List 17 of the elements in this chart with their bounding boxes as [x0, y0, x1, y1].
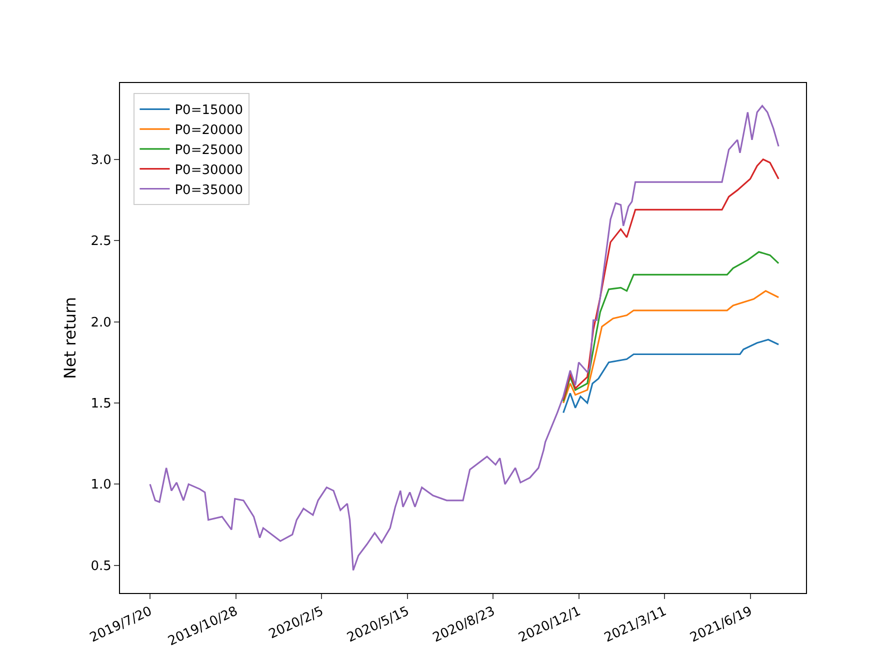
legend-label: P0=35000: [174, 182, 244, 198]
y-tick-label: 3.0: [90, 152, 112, 168]
legend-label: P0=20000: [174, 123, 244, 138]
y-axis-title: Net return: [60, 296, 80, 380]
legend-label: P0=15000: [174, 103, 244, 118]
line-series: [149, 104, 780, 572]
y-tick-label: 0.5: [90, 558, 112, 574]
y-tick-label: 2.0: [90, 315, 112, 330]
line-series: [562, 338, 780, 414]
y-tick-label: 2.5: [90, 234, 112, 250]
legend-label: P0=30000: [174, 162, 244, 178]
line-series: [562, 158, 780, 401]
legend-label: P0=25000: [174, 143, 244, 158]
line-series: [562, 251, 780, 402]
y-tick-label: 1.5: [90, 396, 112, 412]
line-series: [562, 290, 780, 404]
y-tick-label: 1.0: [90, 478, 112, 493]
